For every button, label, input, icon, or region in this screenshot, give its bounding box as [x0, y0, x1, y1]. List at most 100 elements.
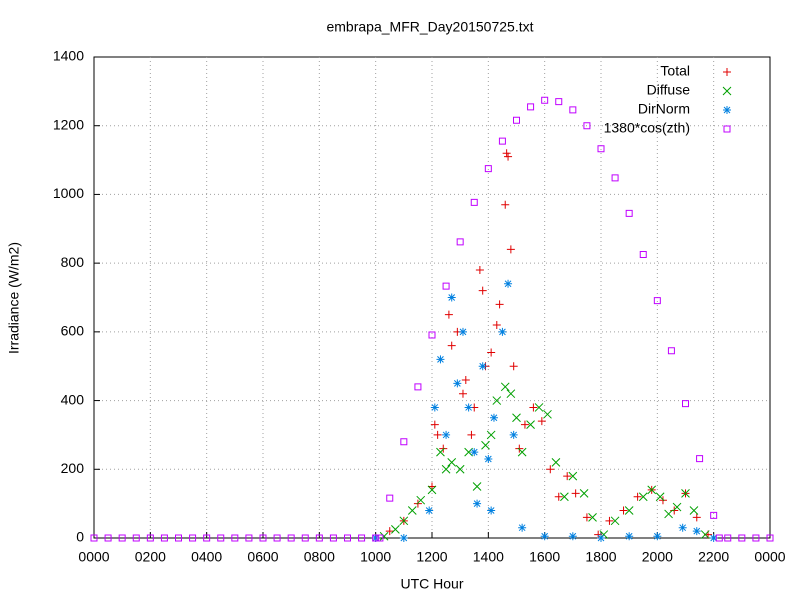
point — [273, 534, 281, 542]
x-tick-label: 2200 — [698, 549, 729, 565]
point — [118, 534, 126, 542]
point — [527, 103, 535, 111]
point — [696, 455, 704, 463]
x-tick-label: 1600 — [529, 549, 560, 565]
point — [379, 531, 389, 541]
x-tick-label: 0600 — [247, 549, 278, 565]
point — [132, 534, 140, 542]
point — [504, 152, 513, 161]
point — [492, 320, 501, 329]
point — [610, 516, 620, 526]
point — [504, 279, 513, 288]
point — [611, 174, 619, 182]
point — [217, 534, 225, 542]
point — [689, 506, 699, 515]
point — [458, 389, 467, 398]
x-tick-label: 0800 — [304, 549, 335, 565]
point — [160, 534, 168, 542]
x-tick-label: 0400 — [191, 549, 222, 565]
point — [647, 485, 657, 495]
point — [376, 534, 384, 542]
point — [534, 403, 544, 412]
point — [428, 331, 436, 339]
legend-label: Total — [660, 63, 690, 79]
legend-marker — [723, 106, 731, 114]
point — [453, 379, 462, 388]
point — [146, 534, 154, 542]
point — [571, 489, 580, 498]
y-tick-label: 800 — [61, 254, 85, 270]
point — [569, 106, 577, 114]
point — [583, 122, 591, 130]
point — [430, 403, 439, 412]
point — [391, 525, 400, 534]
point — [447, 293, 456, 302]
x-tick-label: 1000 — [360, 549, 391, 565]
point — [667, 347, 675, 355]
point — [478, 362, 487, 371]
point — [427, 485, 437, 495]
point — [560, 492, 569, 502]
point — [464, 403, 473, 412]
point — [385, 527, 394, 536]
point — [563, 472, 572, 481]
point — [672, 502, 682, 512]
point — [455, 464, 465, 474]
point — [638, 492, 648, 502]
point — [386, 494, 394, 502]
x-tick-label: 0200 — [135, 549, 166, 565]
point — [104, 534, 112, 542]
chart-title: embrapa_MFR_Day20150725.txt — [326, 19, 533, 35]
point — [512, 413, 521, 423]
point — [518, 523, 527, 532]
point — [724, 534, 732, 542]
point — [329, 534, 337, 542]
point — [416, 495, 426, 505]
y-tick-label: 1400 — [53, 48, 84, 64]
point — [231, 534, 239, 542]
point — [428, 482, 436, 491]
point — [447, 458, 457, 467]
point — [498, 327, 507, 336]
point — [526, 420, 535, 429]
y-tick-label: 0 — [76, 529, 84, 545]
point — [458, 327, 467, 336]
x-tick-label: 1400 — [473, 549, 504, 565]
point — [692, 527, 701, 536]
point — [619, 506, 628, 515]
legend-label: Diffuse — [647, 82, 691, 98]
legend-label: DirNorm — [638, 101, 690, 117]
point — [456, 238, 464, 246]
point — [653, 297, 661, 305]
point — [425, 506, 434, 515]
point — [551, 458, 561, 467]
point — [752, 534, 760, 542]
point — [509, 362, 518, 371]
point — [487, 506, 496, 515]
point — [287, 534, 295, 542]
x-tick-label: 1200 — [416, 549, 447, 565]
point — [529, 403, 538, 412]
point — [301, 534, 309, 542]
point — [495, 300, 504, 309]
point — [546, 465, 555, 474]
point — [554, 492, 563, 501]
point — [436, 447, 445, 457]
point — [506, 389, 516, 399]
point — [682, 400, 689, 408]
point — [500, 382, 510, 392]
point — [487, 348, 496, 357]
point — [625, 209, 633, 217]
point — [430, 420, 439, 429]
x-tick-label: 1800 — [585, 549, 616, 565]
y-tick-label: 1000 — [53, 185, 84, 201]
point — [555, 98, 563, 106]
point — [709, 534, 718, 542]
point — [506, 245, 515, 254]
point — [475, 266, 484, 275]
point — [484, 165, 492, 173]
point — [639, 251, 647, 259]
point — [655, 492, 665, 502]
point — [543, 409, 552, 419]
